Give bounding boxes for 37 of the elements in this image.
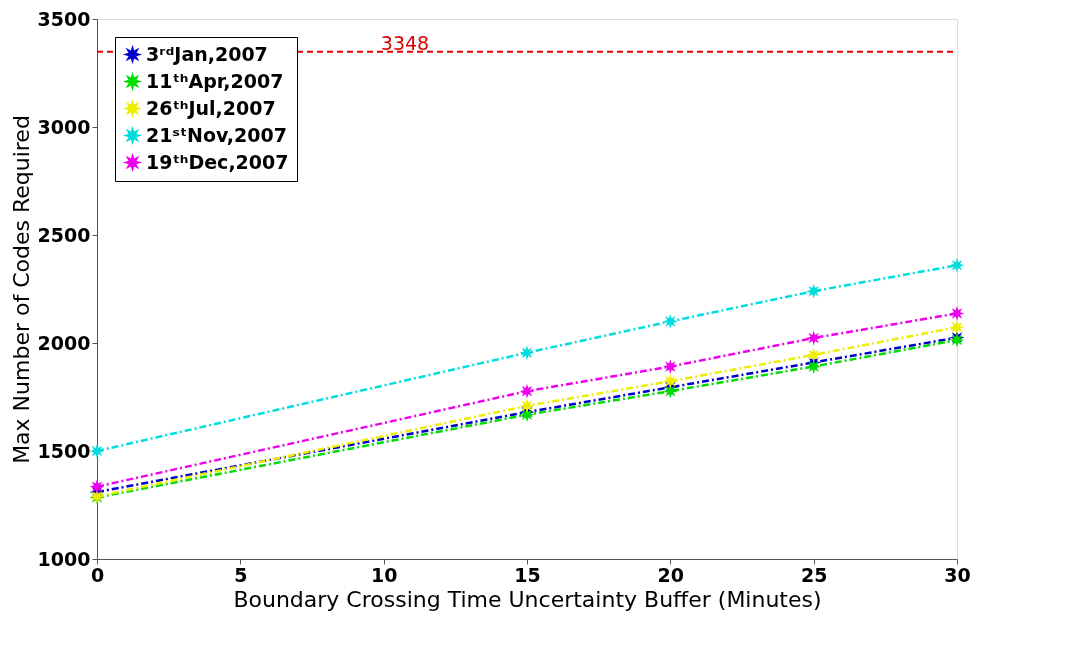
legend-label: 11ᵗʰApr,2007 bbox=[146, 69, 284, 92]
x-tick-label: 5 bbox=[234, 563, 248, 586]
point bbox=[806, 347, 822, 363]
legend-label: 19ᵗʰDec,2007 bbox=[146, 150, 289, 173]
point bbox=[806, 283, 822, 299]
x-axis-title: Boundary Crossing Time Uncertainty Buffer (Minutes) bbox=[233, 586, 822, 612]
point bbox=[662, 359, 678, 374]
point bbox=[662, 313, 678, 329]
point bbox=[949, 305, 965, 321]
y-tick-label: 1000 bbox=[37, 547, 91, 570]
y-tick-label: 2500 bbox=[37, 223, 91, 246]
point bbox=[949, 319, 965, 335]
point bbox=[662, 373, 678, 389]
point bbox=[519, 383, 535, 399]
ref-line-label: 3348 bbox=[380, 31, 430, 54]
y-tick-label: 2000 bbox=[37, 331, 91, 354]
point bbox=[806, 330, 822, 346]
point bbox=[806, 359, 822, 374]
x-tick-label: 25 bbox=[800, 563, 828, 586]
x-tick-label: 20 bbox=[657, 563, 685, 586]
point bbox=[949, 257, 965, 273]
x-tick-label: 15 bbox=[514, 563, 541, 586]
point bbox=[662, 383, 678, 399]
x-tick-label: 30 bbox=[944, 563, 971, 586]
legend-label: 26ᵗʰJul,2007 bbox=[146, 96, 276, 119]
point bbox=[89, 479, 105, 495]
legend-label: 3ʳᵈJan,2007 bbox=[146, 42, 268, 65]
x-tick-label: 0 bbox=[90, 563, 105, 586]
y-axis-title: Max Number of Codes Required bbox=[8, 115, 34, 464]
point bbox=[519, 345, 535, 361]
point bbox=[519, 398, 535, 414]
y-tick-label: 3500 bbox=[37, 7, 91, 30]
x-tick-label: 10 bbox=[370, 563, 398, 586]
y-tick-label: 1500 bbox=[37, 439, 91, 462]
y-tick-label: 3000 bbox=[37, 115, 91, 138]
point bbox=[89, 443, 105, 459]
legend-label: 21ˢᵗNov,2007 bbox=[146, 123, 287, 146]
